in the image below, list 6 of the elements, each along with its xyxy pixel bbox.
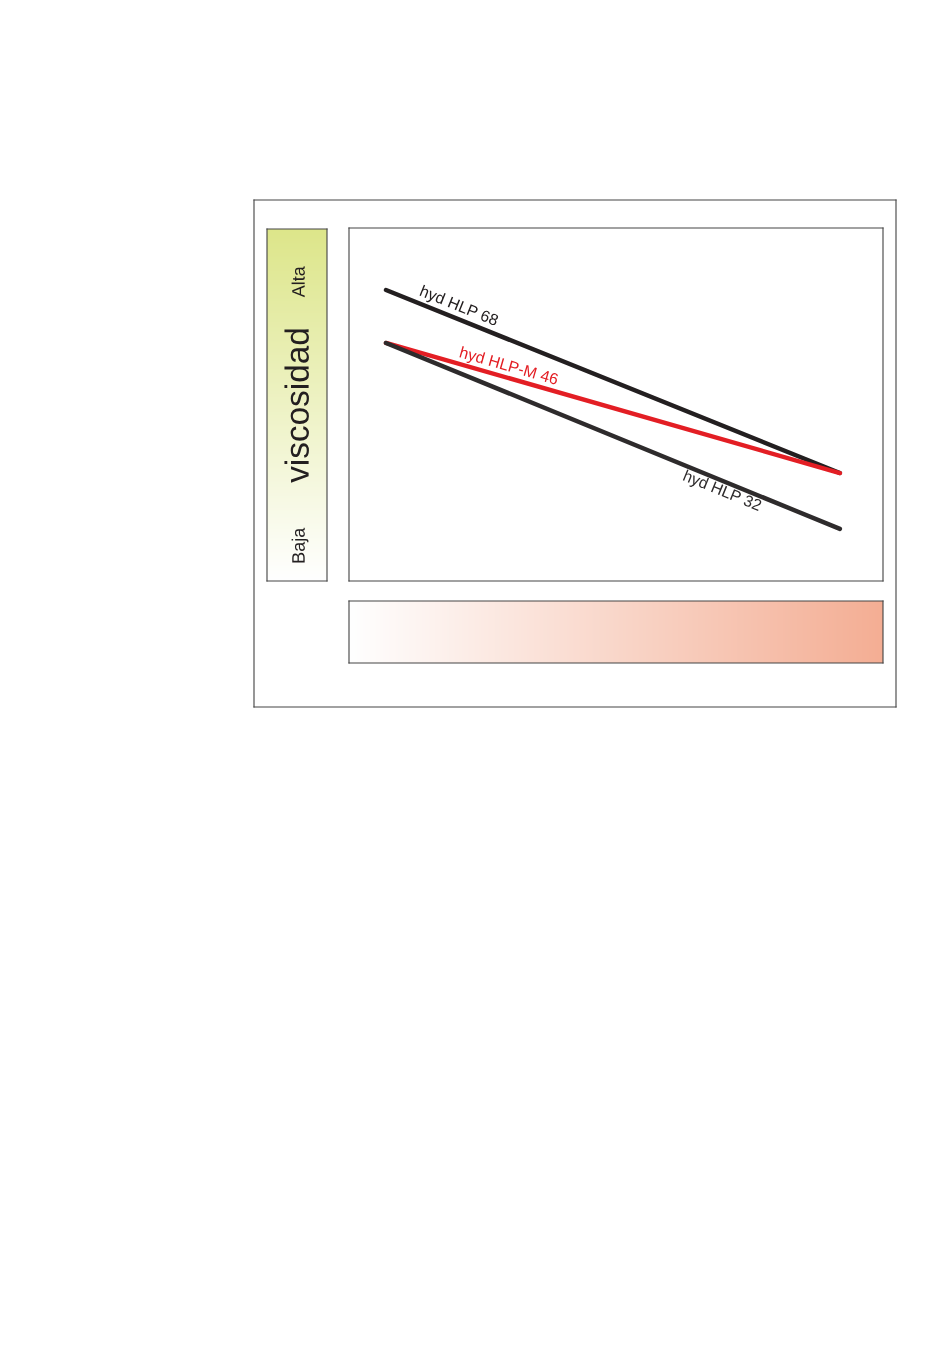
text: hyd HLP 68: [418, 284, 500, 329]
annotation: Baja: [291, 527, 309, 563]
text: hyd HLP 32: [681, 469, 763, 515]
text: hyd HLP-M 46: [458, 346, 559, 388]
annotation: Alta: [291, 266, 305, 298]
y-axis-title: viscosidad: [284, 329, 309, 483]
